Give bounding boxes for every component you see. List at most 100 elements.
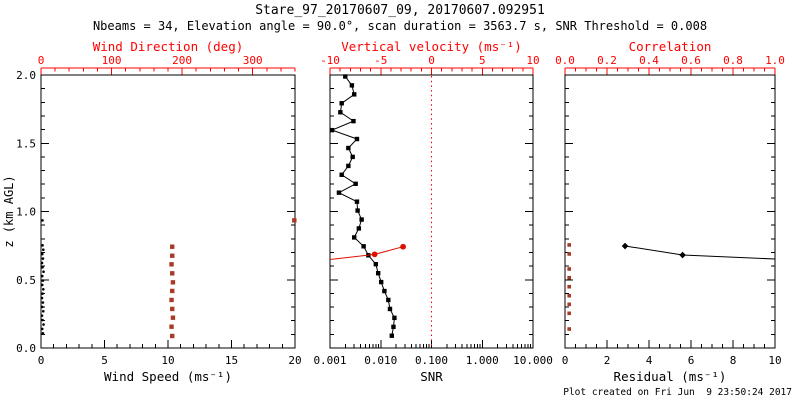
plot-frame	[40, 74, 296, 349]
data-point-square	[567, 275, 571, 280]
y-tick-label: 0.5	[16, 274, 36, 287]
top-tick-label: 5	[479, 54, 486, 67]
data-point-square	[567, 293, 571, 298]
top-tick-label: -5	[374, 54, 387, 67]
series-vertical-velocity	[329, 243, 406, 260]
data-point-dot	[40, 305, 44, 309]
plot-frame	[564, 74, 776, 349]
series-residual-fit	[621, 242, 776, 260]
data-point-square	[170, 244, 175, 249]
top-tick-label: -10	[320, 54, 340, 67]
data-point-square	[170, 333, 175, 339]
vertical-velocity-line	[329, 246, 404, 260]
x-tick-label: 0.001	[313, 354, 346, 367]
data-point-square	[373, 261, 379, 267]
data-point-square	[338, 110, 343, 115]
plot-subtitle: Nbeams = 34, Elevation angle = 90.0°, sc…	[92, 19, 708, 33]
x-tick-label: 0.100	[415, 354, 448, 367]
data-point-square	[169, 324, 174, 329]
panel-snr: 0.001 0.010 0.100 1.000 10.000 SNR -10 -5 0 5 10 Ve…	[313, 39, 552, 384]
data-point-square	[567, 327, 571, 331]
y-tick-label: 2.0	[16, 69, 36, 82]
data-point-square	[391, 324, 396, 330]
top-axis-title: Wind Direction (deg)	[93, 39, 244, 54]
data-point-square	[567, 267, 571, 271]
data-point-square	[378, 279, 384, 285]
x-tick-label: 0	[562, 354, 569, 367]
data-point-square	[339, 101, 344, 106]
data-point-dot	[40, 261, 44, 265]
top-tick-label: 100	[102, 54, 122, 67]
x-tick-label: 8	[730, 354, 737, 367]
data-point-square	[349, 83, 355, 88]
data-point-dot	[41, 288, 45, 291]
x-axis-title: Residual (ms⁻¹)	[614, 369, 727, 384]
top-tick-label: 0.8	[723, 54, 743, 67]
y-tick-label: 1.5	[16, 137, 36, 150]
data-point-square	[353, 181, 358, 186]
top-tick-label: 0.2	[597, 54, 617, 67]
y-tick-label: 0.0	[16, 342, 36, 355]
panel-residual: 0 2 4 6 8 10 Residual (ms⁻¹) 0.0 0.2 0.4 0.6 0.8 1.0…	[555, 39, 785, 384]
data-point-square	[339, 172, 344, 177]
data-point-square	[346, 145, 351, 151]
top-tick-label: 300	[243, 54, 263, 67]
top-tick-label: 0	[428, 54, 435, 67]
data-point-square	[170, 288, 175, 294]
data-point-square	[329, 127, 335, 133]
data-point-dot	[40, 274, 44, 278]
data-point-dot	[41, 248, 45, 252]
series-correlation	[567, 243, 571, 331]
series-wind-direction	[169, 218, 297, 339]
plot-title: Stare_97_20170607_09, 20170607.092951	[255, 3, 545, 18]
plot-created-timestamp: Plot created on Fri Jun 9 23:50:24 2017	[563, 387, 792, 398]
data-point-square	[356, 226, 362, 231]
data-point-square	[389, 333, 394, 338]
top-tick-label: 200	[172, 54, 192, 67]
data-point-square	[292, 218, 297, 223]
data-point-dot	[40, 296, 44, 300]
data-point-dot	[41, 301, 45, 304]
data-point-square	[567, 243, 571, 247]
x-tick-label: 15	[225, 354, 238, 367]
data-point-dot	[40, 252, 44, 256]
x-tick-label: 10	[768, 354, 781, 367]
data-point-dot	[40, 283, 44, 287]
data-point-square	[392, 315, 397, 321]
x-tick-label: 20	[288, 354, 301, 367]
data-point-dot	[42, 323, 45, 326]
data-point-square	[170, 280, 176, 285]
snr-profile-line	[330, 76, 395, 336]
data-point-square	[169, 262, 174, 267]
x-tick-label: 0	[38, 354, 45, 367]
data-point-square	[359, 217, 364, 222]
x-tick-label: 4	[646, 354, 653, 367]
data-point-square	[382, 288, 387, 294]
data-point-square	[354, 199, 360, 204]
data-point-dot	[41, 257, 45, 260]
x-tick-label: 2	[604, 354, 611, 367]
data-point-dot	[41, 244, 44, 247]
data-point-square	[386, 297, 391, 303]
data-point-square	[352, 235, 357, 240]
top-tick-label: 0.4	[639, 54, 659, 67]
data-point-diamond	[679, 251, 686, 259]
data-point-square	[567, 252, 571, 256]
data-point-square	[169, 297, 174, 303]
top-tick-label: 0	[38, 54, 45, 67]
data-point-square	[567, 311, 571, 316]
data-point-square	[355, 208, 360, 213]
data-point-square	[346, 163, 351, 169]
data-point-square	[352, 92, 357, 97]
data-point-dot	[41, 266, 44, 269]
data-point-square	[350, 154, 355, 160]
data-point-square	[354, 136, 360, 142]
top-axis-title: Correlation	[629, 39, 712, 54]
data-point-dot	[41, 292, 44, 295]
data-point-square	[170, 306, 175, 312]
top-tick-label: 1.0	[765, 54, 785, 67]
x-axis-title: SNR	[420, 369, 443, 384]
x-tick-label: 1.000	[466, 354, 499, 367]
data-point-dot	[41, 219, 44, 222]
